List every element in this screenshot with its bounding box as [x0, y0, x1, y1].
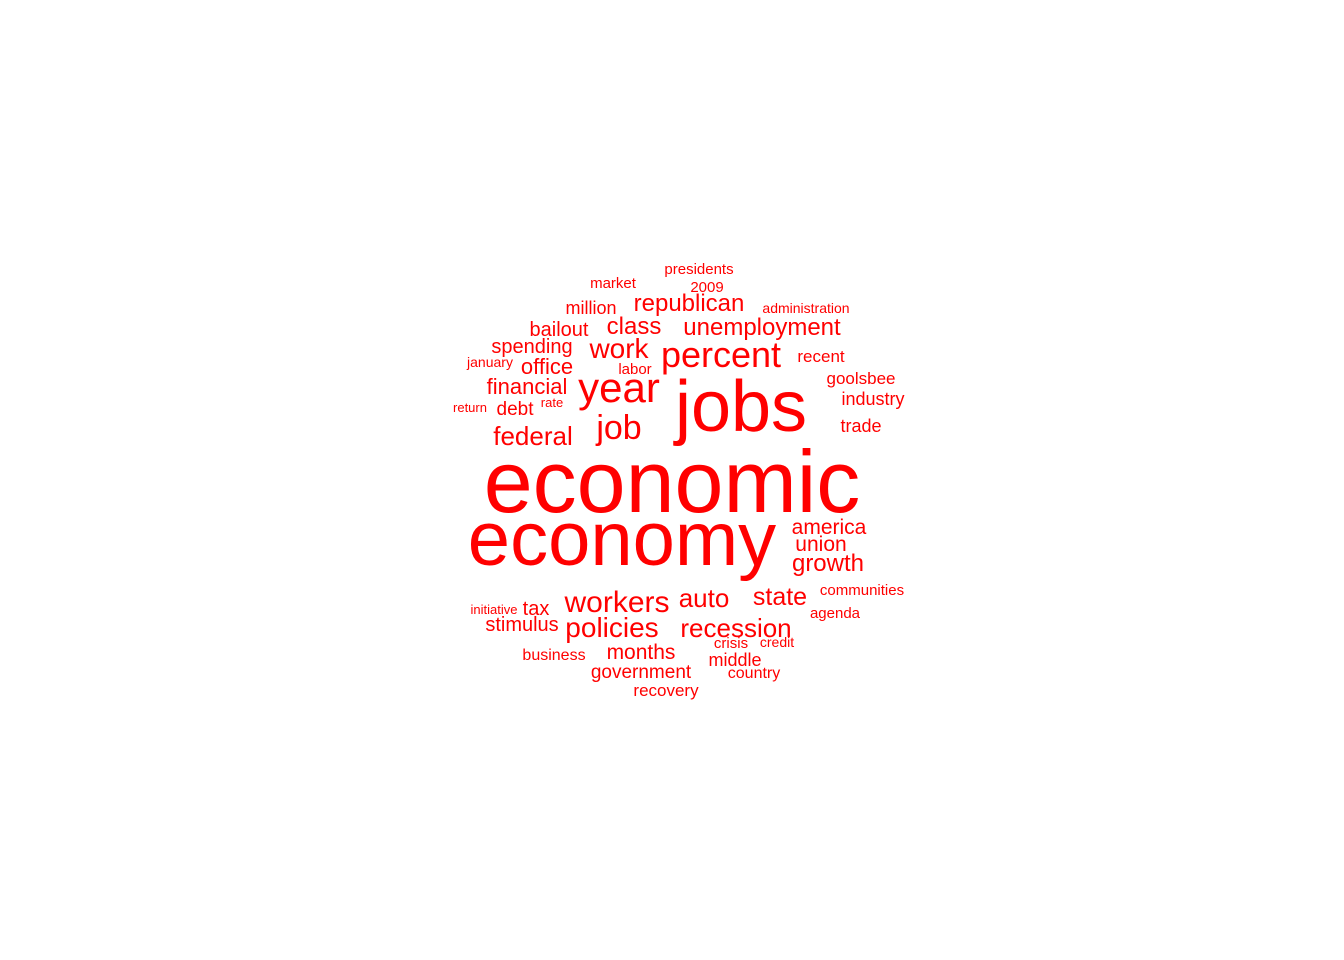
- word-middle: middle: [708, 650, 761, 670]
- word-state: state: [753, 583, 807, 611]
- word-republican: republican: [634, 290, 745, 317]
- word-office: office: [521, 354, 573, 379]
- word-workers: workers: [563, 586, 669, 619]
- word-recession: recession: [680, 613, 791, 643]
- word-bailout: bailout: [530, 319, 589, 341]
- word-policies: policies: [565, 612, 658, 643]
- word-work: work: [588, 333, 649, 364]
- word-business: business: [522, 647, 585, 664]
- word-return: return: [453, 400, 487, 415]
- word-stimulus: stimulus: [485, 614, 558, 636]
- word-government: government: [591, 662, 692, 683]
- word-industry: industry: [841, 389, 904, 409]
- word-growth: growth: [792, 550, 864, 577]
- word-labor: labor: [618, 361, 651, 378]
- word-administration: administration: [762, 300, 849, 316]
- word-months: months: [607, 641, 676, 664]
- word-agenda: agenda: [810, 605, 861, 622]
- word-market: market: [590, 275, 637, 292]
- word-rate: rate: [541, 395, 563, 410]
- word-initiative: initiative: [471, 602, 518, 617]
- word-economic: economic: [484, 432, 861, 531]
- word-debt: debt: [497, 399, 535, 420]
- word-communities: communities: [820, 582, 904, 599]
- word-recent: recent: [797, 347, 845, 366]
- word-crisis: crisis: [714, 635, 748, 652]
- word-financial: financial: [487, 374, 568, 399]
- word-jobs: jobs: [673, 367, 807, 447]
- word-goolsbee: goolsbee: [826, 369, 895, 388]
- word-federal: federal: [493, 421, 573, 451]
- word-job: job: [595, 409, 641, 447]
- word-america: america: [792, 516, 867, 539]
- word-recovery: recovery: [633, 681, 699, 700]
- word-trade: trade: [840, 416, 881, 436]
- word-percent: percent: [661, 334, 781, 375]
- word-year: year: [578, 364, 660, 411]
- word-auto: auto: [679, 583, 730, 613]
- word-presidents: presidents: [664, 261, 733, 278]
- word-credit: credit: [760, 634, 794, 650]
- word-union: union: [795, 533, 846, 556]
- word-unemployment: unemployment: [683, 314, 841, 341]
- word-class: class: [607, 313, 662, 340]
- word-country: country: [728, 665, 780, 682]
- word-2009: 2009: [690, 279, 723, 296]
- word-january: january: [466, 354, 513, 370]
- word-million: million: [565, 298, 616, 318]
- word-economy: economy: [468, 497, 776, 582]
- word-spending: spending: [491, 336, 572, 358]
- word-tax: tax: [523, 598, 550, 620]
